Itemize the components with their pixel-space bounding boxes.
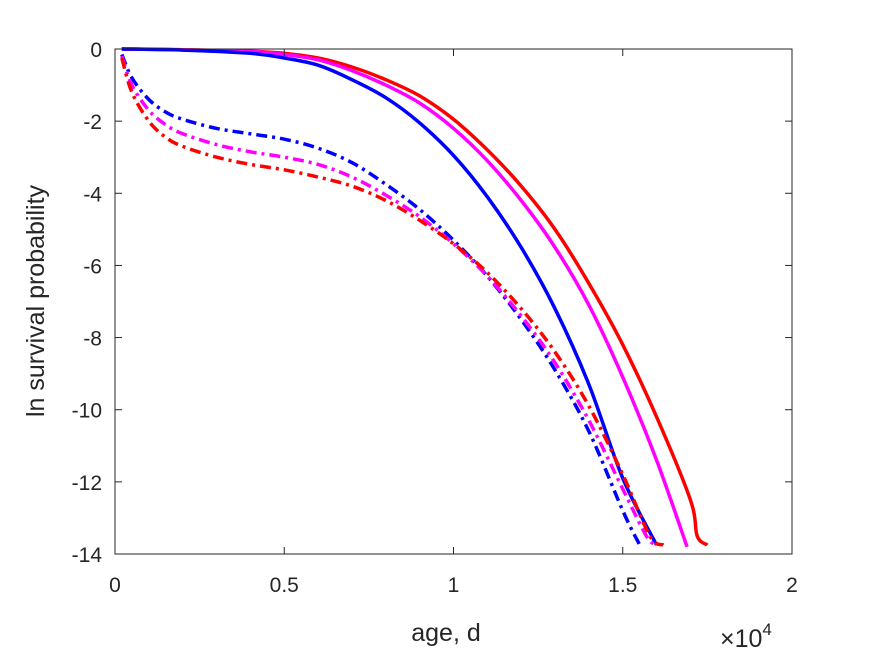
y-tick-label: -6 (83, 255, 102, 278)
x-tick-label: 0 (109, 574, 121, 597)
x-exponent-label: ×104 (720, 620, 772, 653)
x-exponent-power: 4 (762, 620, 771, 639)
y-tick-label: -2 (83, 111, 102, 134)
x-tick-label: 1 (448, 574, 460, 597)
x-exponent-base: ×10 (720, 625, 762, 653)
series-line-3-solid (121, 47, 659, 546)
x-tick-label: 1.5 (608, 574, 637, 597)
series-line-4-dashdot (120, 53, 642, 546)
tick-layer: 0 0.5 1 1.5 2 0 -2 -4 -6 -8 -10 -12 -14 (72, 39, 798, 597)
series-layer (120, 47, 709, 548)
series-line-2-solid (121, 47, 689, 548)
y-tick-label: -10 (72, 400, 102, 423)
y-tick-label: -14 (72, 544, 103, 567)
y-axis-label: ln survival probability (22, 184, 50, 417)
series-line-6-dashdot (120, 57, 665, 547)
y-tick-label: -8 (83, 328, 102, 351)
x-tick-label: 2 (786, 574, 798, 597)
y-tick-label: -4 (83, 183, 102, 206)
y-tick-label: 0 (90, 39, 102, 62)
y-tick-label: -12 (72, 472, 102, 495)
x-axis-label: age, d (411, 619, 481, 647)
plot-background (115, 49, 792, 554)
x-tick-label: 0.5 (270, 574, 299, 597)
